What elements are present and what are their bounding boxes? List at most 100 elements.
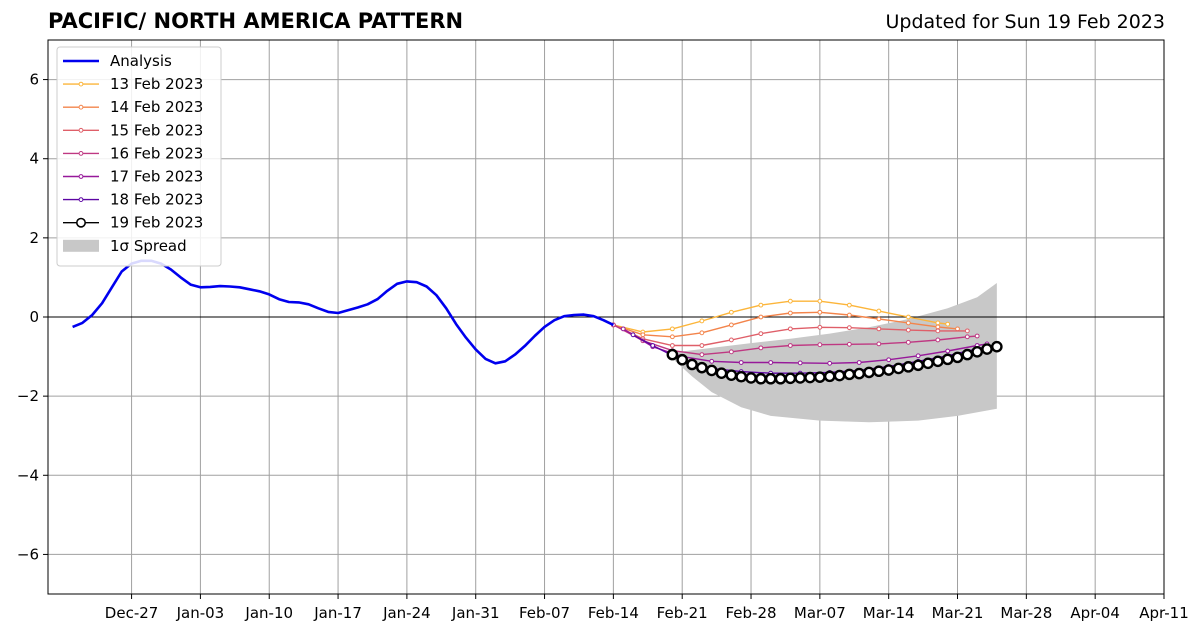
forecast-point [846, 325, 852, 331]
legend-label: 1σ Spread [110, 237, 187, 255]
legend-label: Analysis [110, 52, 172, 70]
forecast-point [699, 352, 705, 357]
forecast-19feb-point [961, 348, 974, 361]
forecast-point [728, 309, 734, 315]
forecast-point [787, 310, 793, 316]
forecast-19feb-point [764, 372, 777, 385]
forecast-point [738, 360, 744, 365]
y-tick-label: 4 [29, 150, 39, 168]
forecast-19feb-point [843, 368, 856, 381]
forecast-point [817, 324, 823, 330]
x-tick-label: Feb-14 [588, 604, 639, 622]
forecast-point [876, 316, 882, 322]
forecast-point [817, 342, 823, 348]
forecast-point [620, 326, 626, 332]
legend-marker [78, 174, 84, 179]
forecast-19feb-point [833, 369, 846, 382]
forecast-19feb-point [853, 367, 865, 380]
forecast-19feb-point [696, 361, 708, 374]
x-tick-label: Jan-24 [382, 604, 431, 622]
x-tick-label: Jan-31 [451, 604, 500, 622]
forecast-19feb-point [774, 372, 787, 385]
forecast-19feb-point [666, 348, 679, 361]
forecast-19feb-point [981, 343, 993, 355]
x-tick-label: Mar-14 [863, 604, 915, 622]
legend-label: 17 Feb 2023 [110, 168, 203, 186]
forecast-point [905, 314, 911, 320]
legend: Analysis 13 Feb 2023 14 Feb 2023 15 Feb 202… [56, 46, 222, 267]
y-tick-label: −6 [17, 545, 39, 563]
forecast-19feb-point [932, 355, 944, 368]
legend-label: 13 Feb 2023 [110, 75, 203, 93]
forecast-point [846, 312, 852, 318]
forecast-line-4 [613, 324, 978, 356]
forecast-19feb-point [755, 372, 767, 385]
forecast-19feb-point [814, 371, 826, 383]
forecast-point [945, 321, 951, 327]
forecast-point [817, 309, 823, 315]
forecast-point [768, 360, 774, 365]
legend-marker [78, 81, 84, 87]
forecast-point [856, 360, 862, 365]
forecast-point [935, 324, 941, 330]
forecast-19feb-point [863, 366, 875, 379]
x-tick-label: Jan-10 [244, 604, 293, 622]
forecast-19feb-point [941, 353, 954, 366]
forecast-point [758, 345, 764, 351]
legend-label: 14 Feb 2023 [110, 98, 203, 116]
forecast-point [915, 353, 921, 359]
legend-label: 18 Feb 2023 [110, 191, 203, 209]
legend-marker [78, 151, 84, 156]
forecast-point [699, 343, 705, 348]
x-tick-label: Jan-03 [176, 604, 225, 622]
chart-title: PACIFIC/ NORTH AMERICA PATTERN [48, 9, 464, 33]
forecast-19feb-point [902, 361, 915, 373]
forecast-point [876, 308, 882, 314]
forecast-point [797, 360, 803, 366]
x-tick-label: Jan-17 [313, 604, 362, 622]
forecast-19feb-point [912, 359, 924, 372]
legend-label: 16 Feb 2023 [110, 144, 203, 162]
forecast-point [669, 343, 675, 348]
legend-label: 19 Feb 2023 [110, 214, 203, 232]
forecast-19feb-point [705, 364, 718, 377]
forecast-point [758, 331, 764, 337]
y-tick-label: −2 [17, 387, 39, 405]
forecast-19feb-point [715, 367, 728, 379]
legend-marker [76, 217, 87, 228]
forecast-point [876, 326, 882, 332]
forecast-19feb-point [922, 357, 934, 370]
forecast-point [758, 302, 764, 308]
forecast-point [935, 328, 941, 334]
forecast-point [964, 328, 970, 334]
legend-marker [78, 127, 84, 133]
forecast-point [876, 341, 882, 347]
forecast-19feb-point [991, 340, 1003, 353]
series-layer [72, 259, 1003, 385]
forecast-19feb-point [823, 370, 836, 383]
forecast-point [728, 337, 734, 343]
x-tick-label: Dec-27 [105, 604, 159, 622]
x-tick-label: Feb-21 [657, 604, 708, 622]
forecast-19feb-point [892, 362, 905, 375]
legend-marker [78, 104, 84, 110]
forecast-point [630, 332, 636, 338]
legend-swatch [63, 239, 99, 252]
forecast-19feb-point [686, 358, 698, 371]
forecast-point [728, 349, 734, 355]
axes: Dec-27 Jan-03 Jan-10 Jan-17 Jan-24 Jan-31 Feb-… [17, 39, 1189, 622]
x-tick-label: Mar-07 [794, 604, 846, 622]
forecast-point [699, 330, 705, 336]
y-tick-label: 0 [29, 308, 39, 326]
forecast-point [945, 348, 951, 354]
x-tick-label: Mar-28 [1000, 604, 1052, 622]
x-tick-label: Feb-07 [519, 604, 570, 622]
forecast-point [827, 360, 833, 366]
updated-date: Updated for Sun 19 Feb 2023 [885, 11, 1165, 33]
forecast-point [758, 314, 764, 320]
legend-label: 15 Feb 2023 [110, 121, 203, 139]
forecast-19feb-point [882, 364, 895, 376]
forecast-19feb-point [873, 365, 885, 378]
forecast-19feb-point [951, 351, 964, 364]
